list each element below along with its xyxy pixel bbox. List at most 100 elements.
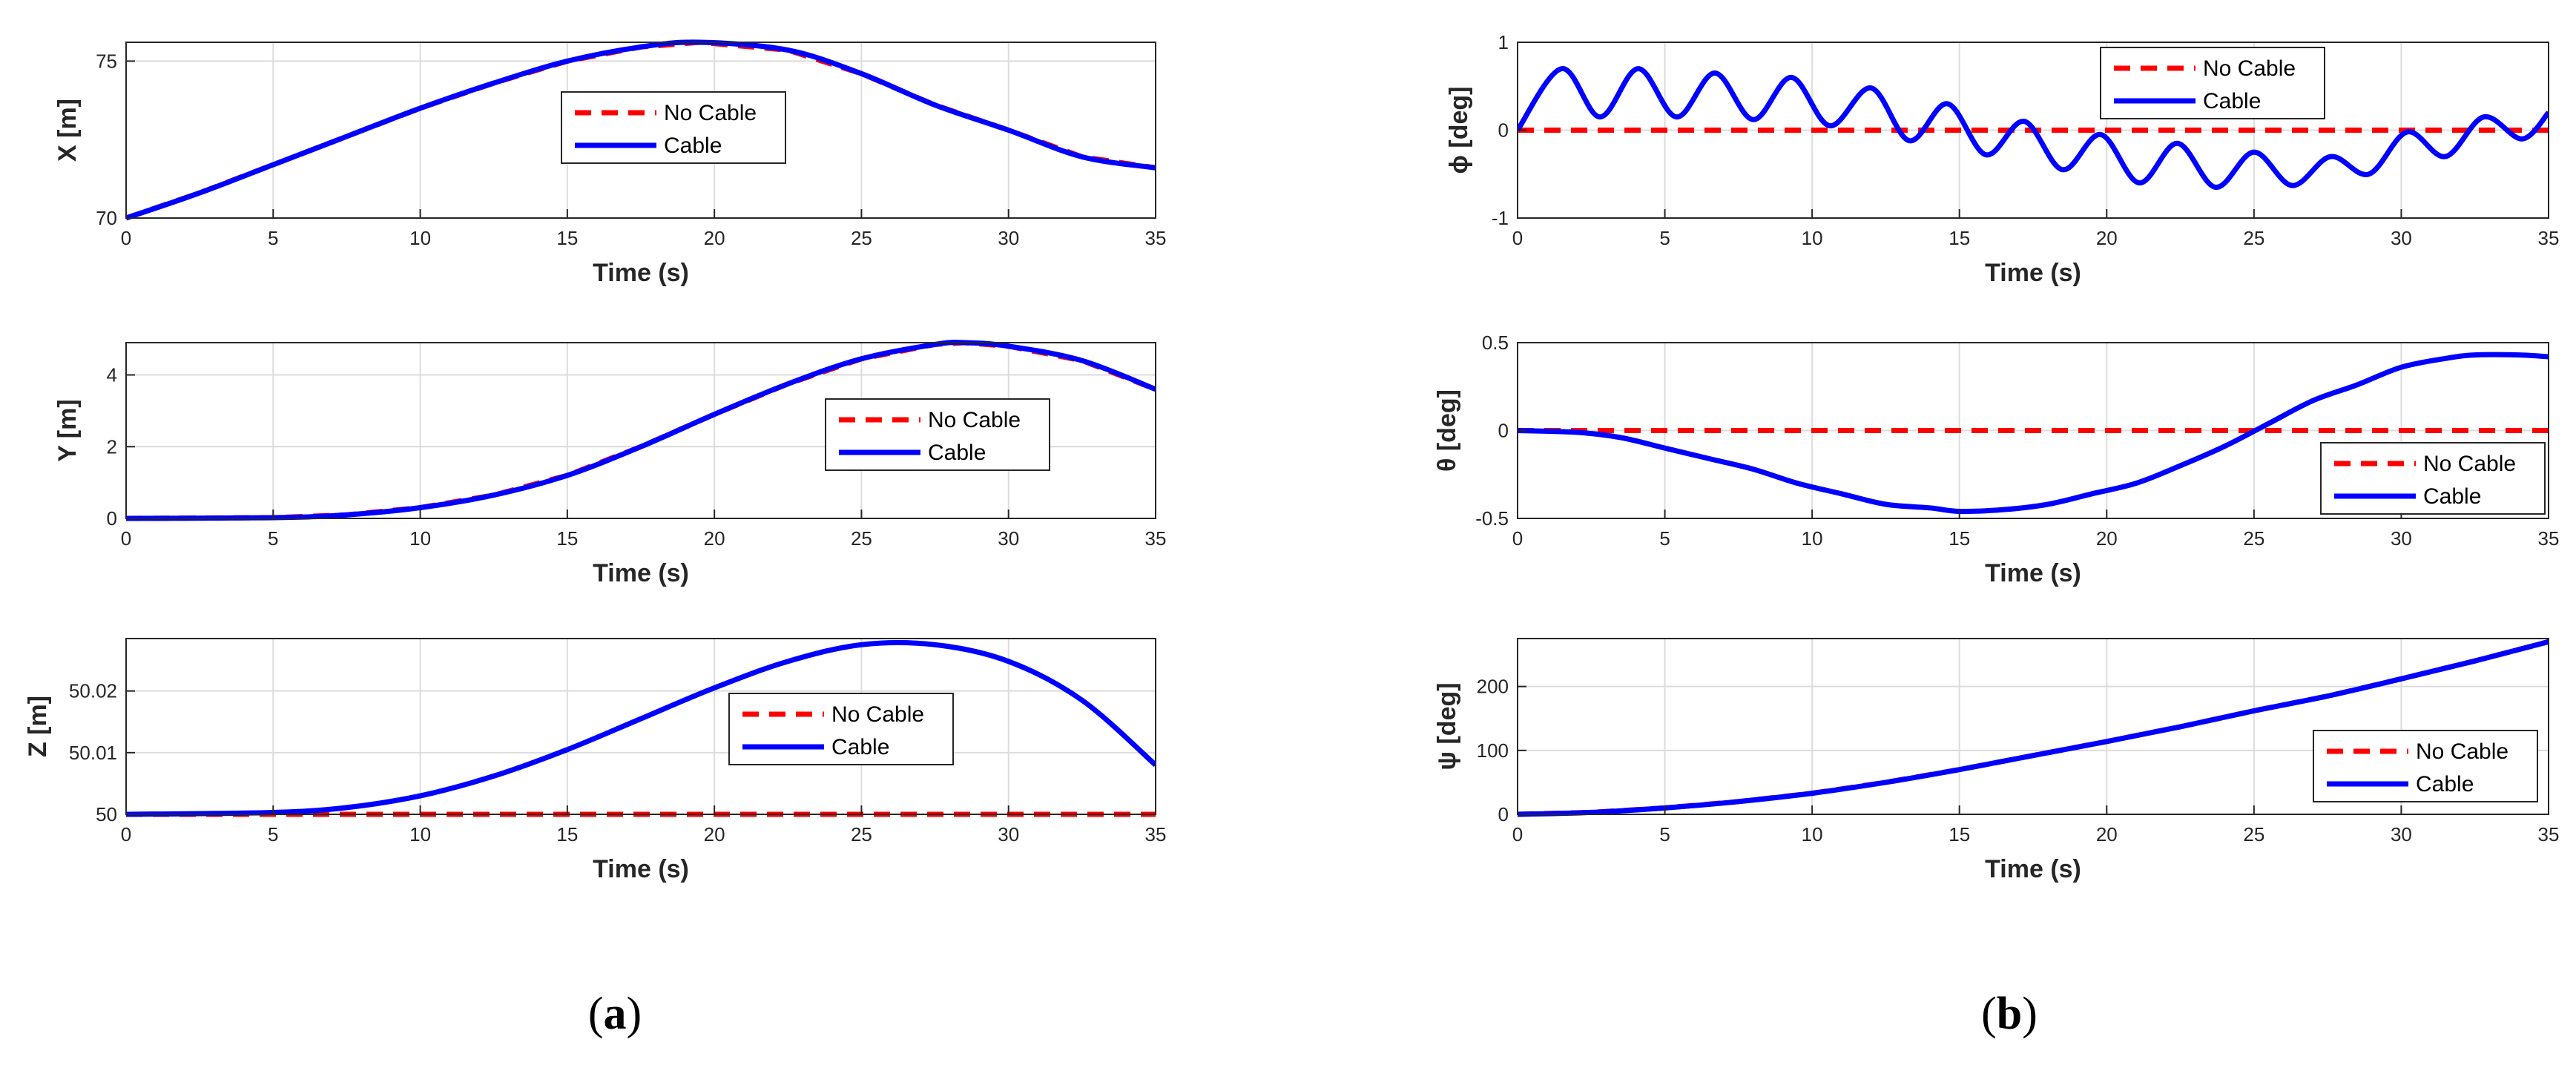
x-tick-label: 10 — [409, 823, 431, 845]
x-tick-label: 30 — [2391, 823, 2412, 845]
legend-label: No Cable — [831, 702, 924, 727]
y-tick-label: 0 — [1498, 803, 1509, 825]
x-axis-label: Time (s) — [1985, 259, 2081, 287]
x-tick-label: 35 — [2538, 527, 2560, 550]
legend-label: No Cable — [2203, 56, 2296, 81]
y-tick-label: 4 — [107, 364, 117, 386]
legend-label: No Cable — [2423, 452, 2516, 476]
panel-label-a: (a) — [588, 989, 642, 1039]
y-tick-label: 75 — [96, 50, 117, 72]
legend-label: No Cable — [2416, 739, 2509, 764]
chart-x: 0 5 10 15 20 25 30 35 70 75 Time (s) X [m] No Cable C… — [53, 39, 1167, 287]
y-tick-label: 50 — [96, 803, 117, 825]
x-axis-label: Time (s) — [593, 855, 689, 883]
x-tick-label: 15 — [1949, 227, 1970, 249]
legend-label: Cable — [2203, 89, 2261, 113]
y-tick-label: 70 — [96, 207, 117, 229]
x-tick-label: 35 — [2538, 823, 2560, 845]
x-tick-label: 35 — [2538, 227, 2560, 249]
x-tick-label: 25 — [2243, 527, 2264, 550]
y-tick-label: 0 — [1498, 420, 1509, 442]
y-axis-label: Y [m] — [53, 399, 82, 461]
y-tick-label: 200 — [1477, 676, 1509, 698]
axes-box — [125, 638, 1156, 815]
chart-z: 0 5 10 15 20 25 30 35 50 50.01 50.02 Time (s) Z [m] N… — [24, 638, 1167, 883]
x-tick-label: 30 — [998, 527, 1019, 550]
y-tick-label: 0.5 — [1482, 332, 1509, 354]
y-axis-label: ψ [deg] — [1433, 682, 1461, 770]
x-tick-label: 15 — [556, 823, 578, 845]
y-tick-label: 50.01 — [69, 742, 117, 764]
chart-y: 0 5 10 15 20 25 30 35 0 2 4 Time (s) Y [m] No Cable Ca… — [53, 340, 1167, 587]
series-line-cable — [1518, 639, 2549, 817]
legend-box — [825, 398, 1050, 471]
x-tick-label: 30 — [998, 823, 1019, 845]
x-tick-label: 30 — [998, 227, 1019, 249]
x-tick-label: 10 — [409, 227, 431, 249]
legend-label: No Cable — [664, 101, 757, 125]
series-line-cable — [126, 640, 1156, 817]
legend: No Cable Cable — [561, 91, 786, 164]
x-tick-label: 20 — [704, 527, 725, 550]
x-tick-label: 35 — [1145, 527, 1167, 550]
legend: No Cable Cable — [825, 398, 1050, 471]
y-axis-label: X [m] — [53, 99, 82, 162]
x-tick-label: 15 — [556, 527, 578, 550]
y-tick-label: 50.02 — [69, 680, 117, 702]
x-tick-label: 20 — [704, 823, 725, 845]
x-tick-label: 10 — [1802, 823, 1823, 845]
panel-label-b: (b) — [1981, 989, 2038, 1039]
legend-label: No Cable — [928, 408, 1021, 432]
y-tick-label: 100 — [1477, 739, 1509, 762]
chart-psi: 0 5 10 15 20 25 30 35 0 100 200 Time (s) ψ [deg] No C… — [1433, 638, 2560, 883]
x-tick-label: 0 — [121, 227, 131, 249]
x-tick-label: 25 — [2243, 227, 2264, 249]
plot-area — [126, 639, 1156, 814]
legend-label: Cable — [664, 133, 722, 158]
x-axis-label: Time (s) — [593, 259, 689, 287]
x-tick-label: 30 — [2391, 227, 2412, 249]
series-line-cable — [1518, 352, 2549, 515]
x-axis-label: Time (s) — [593, 559, 689, 587]
x-tick-label: 0 — [1512, 527, 1523, 550]
y-tick-label: -0.5 — [1475, 507, 1509, 530]
x-tick-label: 25 — [851, 227, 872, 249]
x-tick-label: 0 — [1512, 227, 1523, 249]
legend-box — [2100, 47, 2325, 119]
x-tick-label: 0 — [121, 823, 131, 845]
x-tick-label: 35 — [1145, 823, 1167, 845]
x-tick-label: 5 — [268, 227, 278, 249]
legend: No Cable Cable — [2320, 442, 2546, 515]
x-tick-label: 20 — [2096, 227, 2118, 249]
legend-box — [561, 91, 786, 164]
x-tick-label: 35 — [1145, 227, 1167, 249]
x-tick-label: 5 — [1659, 227, 1670, 249]
legend-label: Cable — [2423, 484, 2481, 509]
x-tick-label: 0 — [121, 527, 131, 550]
x-tick-label: 20 — [2096, 823, 2118, 845]
x-axis-label: Time (s) — [1985, 559, 2081, 587]
y-tick-label: 2 — [107, 435, 117, 458]
x-tick-label: 10 — [1802, 227, 1823, 249]
x-tick-label: 15 — [556, 227, 578, 249]
x-tick-label: 5 — [1659, 823, 1670, 845]
y-tick-label: 1 — [1498, 31, 1509, 53]
x-axis-label: Time (s) — [1985, 855, 2081, 883]
x-tick-label: 5 — [268, 527, 278, 550]
x-tick-label: 30 — [2391, 527, 2412, 550]
axes-box — [1517, 638, 2549, 815]
legend-box — [2313, 730, 2538, 802]
x-tick-label: 25 — [2243, 823, 2264, 845]
x-tick-label: 15 — [1949, 527, 1970, 550]
y-tick-label: 0 — [107, 507, 117, 530]
legend-label: Cable — [2416, 772, 2474, 797]
x-tick-label: 5 — [1659, 527, 1670, 550]
legend: No Cable Cable — [2313, 730, 2538, 802]
x-tick-label: 0 — [1512, 823, 1523, 845]
y-axis-label: θ [deg] — [1433, 389, 1461, 472]
legend: No Cable Cable — [728, 693, 954, 765]
series-line-cable — [126, 39, 1156, 221]
